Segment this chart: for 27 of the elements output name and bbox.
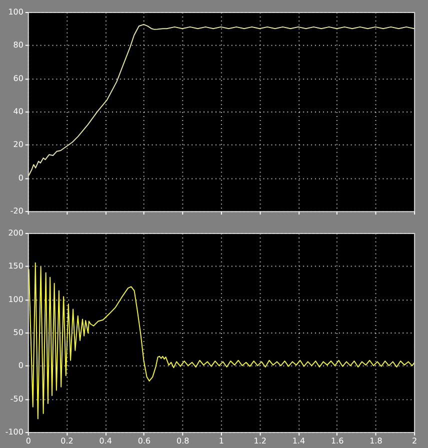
y-tick-label: -50 [10, 394, 24, 404]
x-tick-label: 0.4 [99, 436, 112, 446]
y-tick-label: 100 [8, 294, 24, 304]
x-tick-label: 0.8 [176, 436, 190, 446]
y-tick-label: 150 [8, 262, 24, 271]
y-tick-label: 0 [18, 173, 24, 182]
x-tick-label: 1.6 [330, 436, 344, 446]
y-tick-label: -100 [5, 428, 24, 437]
y-tick-label: 60 [13, 74, 24, 83]
y-tick-label: 200 [8, 228, 24, 238]
x-tick-label: 1.2 [254, 436, 266, 446]
x-tick-label: 1.8 [370, 436, 382, 446]
y-tick-label: 40 [13, 107, 24, 116]
y-tick-label: 100 [8, 7, 24, 16]
y-tick-label: 20 [13, 140, 24, 150]
x-tick-label: 1 [218, 436, 224, 446]
y-tick-label: 80 [13, 40, 24, 50]
x-tick-label: 0.6 [138, 436, 151, 446]
y-tick-label: -20 [10, 206, 24, 216]
x-tick-label: 0 [26, 436, 31, 446]
x-tick-label: 0.2 [60, 436, 74, 446]
y-tick-label: 0 [18, 361, 24, 370]
line-series [28, 262, 414, 420]
line-series [28, 24, 414, 176]
x-tick-label: 1.4 [292, 436, 306, 446]
y-tick-label: 50 [13, 328, 24, 337]
x-tick-label: 2 [412, 436, 418, 446]
